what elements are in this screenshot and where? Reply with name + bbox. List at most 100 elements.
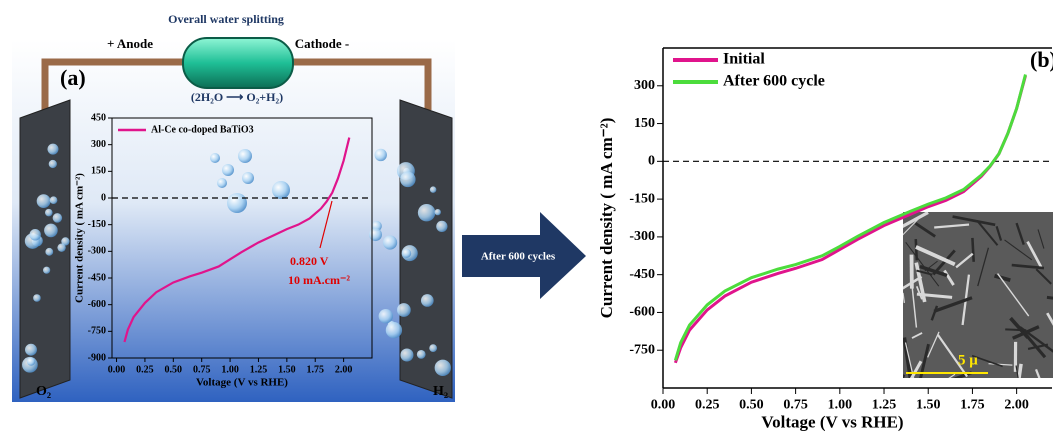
y-tick-label: 0 xyxy=(648,154,655,169)
y-tick-label: -450 xyxy=(629,267,655,282)
sem-texture xyxy=(903,374,906,378)
y-tick-label: -300 xyxy=(629,229,655,244)
bubble xyxy=(36,194,51,209)
bubble xyxy=(33,294,41,302)
sem-texture xyxy=(1034,368,1041,378)
bubble xyxy=(368,228,383,242)
sem-texture xyxy=(955,252,974,269)
y-tick-label: -300 xyxy=(88,246,106,257)
bubble xyxy=(57,243,66,252)
sem-texture xyxy=(1035,268,1052,285)
x-tick-label: 1.25 xyxy=(250,364,268,375)
equation: (2H₂O ⟶ O₂+H₂) xyxy=(191,90,283,104)
x-tick-label: 0.25 xyxy=(136,364,154,375)
scale-label: 5 μ xyxy=(958,352,978,368)
bubble xyxy=(45,247,54,256)
bubble xyxy=(25,343,37,356)
bubble xyxy=(434,359,451,376)
plot-frame xyxy=(111,117,373,359)
sem-texture xyxy=(996,273,1030,317)
sem-texture xyxy=(994,273,1011,283)
sem-texture xyxy=(903,292,905,304)
x-tick-label: 2.00 xyxy=(335,364,353,375)
y-tick-label: 0 xyxy=(101,192,106,203)
sem-texture xyxy=(1046,312,1053,326)
sem-texture xyxy=(903,213,924,236)
cathode-label: Cathode - xyxy=(295,36,350,51)
sem-texture xyxy=(903,275,923,290)
bubble xyxy=(382,235,398,250)
x-tick-label: 1.75 xyxy=(306,364,324,375)
bubble xyxy=(29,229,41,241)
data-line xyxy=(123,137,351,343)
power-source xyxy=(182,37,294,89)
bubble xyxy=(61,237,70,246)
bubble xyxy=(385,322,403,339)
sem-texture xyxy=(948,373,956,378)
y-tick-label: -750 xyxy=(629,342,655,357)
panel-label: (b) xyxy=(1030,47,1053,72)
bubble xyxy=(47,143,59,155)
y-tick-label: -750 xyxy=(88,326,106,337)
bubble xyxy=(49,196,58,205)
annotation-arrow xyxy=(319,200,333,249)
y-tick-label: -150 xyxy=(629,191,655,206)
x-tick-label: 1.50 xyxy=(278,364,296,375)
x-tick-label: 0.25 xyxy=(695,397,720,412)
sem-texture xyxy=(977,247,990,287)
sem-texture xyxy=(916,292,953,299)
bubble xyxy=(400,348,414,362)
gas-label: H₂ xyxy=(433,384,448,399)
y-axis-title: Current density ( mA cm⁻²) xyxy=(597,118,616,319)
sem-texture xyxy=(927,331,940,358)
x-tick-label: 0.50 xyxy=(165,364,183,375)
bubble xyxy=(52,213,63,223)
sem-texture xyxy=(930,305,939,321)
sem-texture xyxy=(976,219,999,246)
sem-texture xyxy=(952,371,973,378)
sem-inset xyxy=(903,212,1053,378)
sem-texture xyxy=(971,237,975,262)
sem-texture xyxy=(1015,222,1025,246)
y-tick-label: 300 xyxy=(634,78,655,93)
x-tick-label: 1.00 xyxy=(828,397,853,412)
bubble xyxy=(272,181,290,199)
sem-texture xyxy=(934,223,970,229)
x-tick-label: 0.50 xyxy=(739,397,764,412)
sem-texture xyxy=(915,245,956,267)
x-tick-label: 2.00 xyxy=(1004,397,1029,412)
y-tick-label: -450 xyxy=(88,272,106,283)
panel-label: (a) xyxy=(60,65,86,90)
bubble xyxy=(238,149,252,163)
x-axis-title: Voltage (V vs RHE) xyxy=(761,412,903,431)
x-tick-label: 0.75 xyxy=(783,397,808,412)
bubble xyxy=(44,223,58,238)
sem-texture xyxy=(1037,229,1045,249)
bubble xyxy=(26,357,36,366)
sem-texture xyxy=(1026,240,1043,268)
y-tick-label: -900 xyxy=(88,352,106,363)
sem-texture xyxy=(971,354,1003,368)
sem-texture xyxy=(911,332,923,339)
bubble xyxy=(374,148,387,162)
y-axis-title: Current density ( mA cm⁻²) xyxy=(74,173,86,303)
x-tick-label: 0.00 xyxy=(651,397,676,412)
sem-texture xyxy=(933,296,973,313)
sem-texture xyxy=(914,222,936,238)
legend-label: After 600 cycle xyxy=(723,73,825,90)
y-tick-label: 150 xyxy=(91,166,106,177)
wire xyxy=(41,58,432,110)
sem-texture xyxy=(995,225,1003,241)
sem-texture xyxy=(988,363,1013,366)
x-tick-label: 1.25 xyxy=(872,397,897,412)
bubble xyxy=(417,203,436,222)
sem-texture xyxy=(1046,295,1053,300)
x-tick-label: 1.00 xyxy=(221,364,239,375)
legend-label: Al-Ce co-doped BaTiO3 xyxy=(151,124,254,135)
bubble xyxy=(378,308,393,324)
bubble xyxy=(48,159,57,169)
bubble xyxy=(416,349,426,359)
x-tick-label: 1.75 xyxy=(960,397,985,412)
sem-texture xyxy=(1015,365,1019,378)
